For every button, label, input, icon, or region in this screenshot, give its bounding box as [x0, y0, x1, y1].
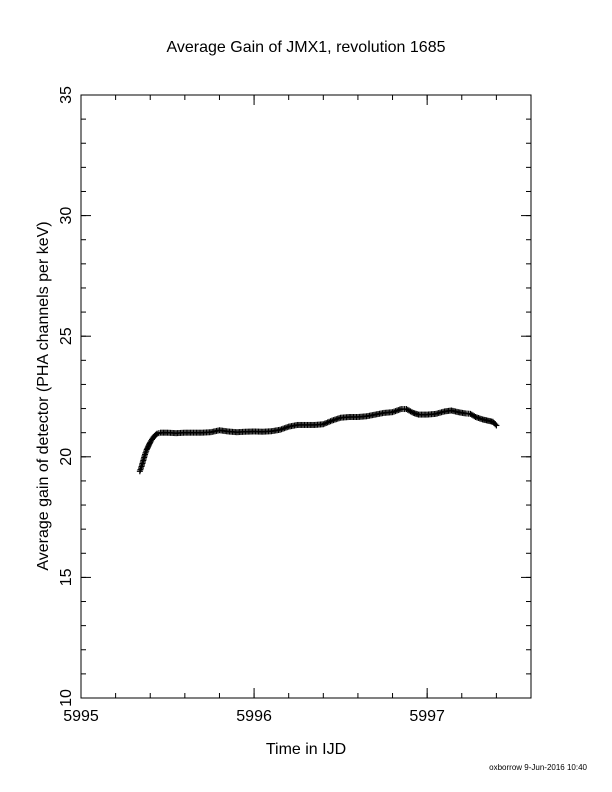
y-tick-label: 25	[58, 327, 75, 345]
y-tick-label: 15	[58, 568, 75, 586]
y-tick-label: 20	[58, 448, 75, 466]
x-tick-label: 5996	[236, 708, 272, 725]
y-tick-label: 30	[58, 207, 75, 225]
axis-tick-labels: 5995 5996 5997 10 15 20 25 30 35	[58, 86, 445, 725]
x-tick-label: 5995	[63, 708, 99, 725]
x-axis-label: Time in IJD	[266, 741, 346, 758]
y-axis-label: Average gain of detector (PHA channels p…	[35, 221, 52, 570]
data-point	[471, 413, 478, 420]
plot-frame	[80, 94, 532, 699]
y-tick-label: 35	[58, 86, 75, 104]
data-points	[136, 406, 500, 475]
y-tick-label: 10	[58, 689, 75, 707]
data-point	[492, 421, 499, 428]
chart-title: Average Gain of JMX1, revolution 1685	[167, 39, 446, 56]
axis-ticks	[80, 94, 532, 699]
data-point	[408, 409, 415, 416]
data-point	[493, 422, 500, 429]
footer-stamp: oxborrow 9-Jun-2016 10:40	[489, 763, 587, 772]
x-tick-label: 5997	[409, 708, 445, 725]
